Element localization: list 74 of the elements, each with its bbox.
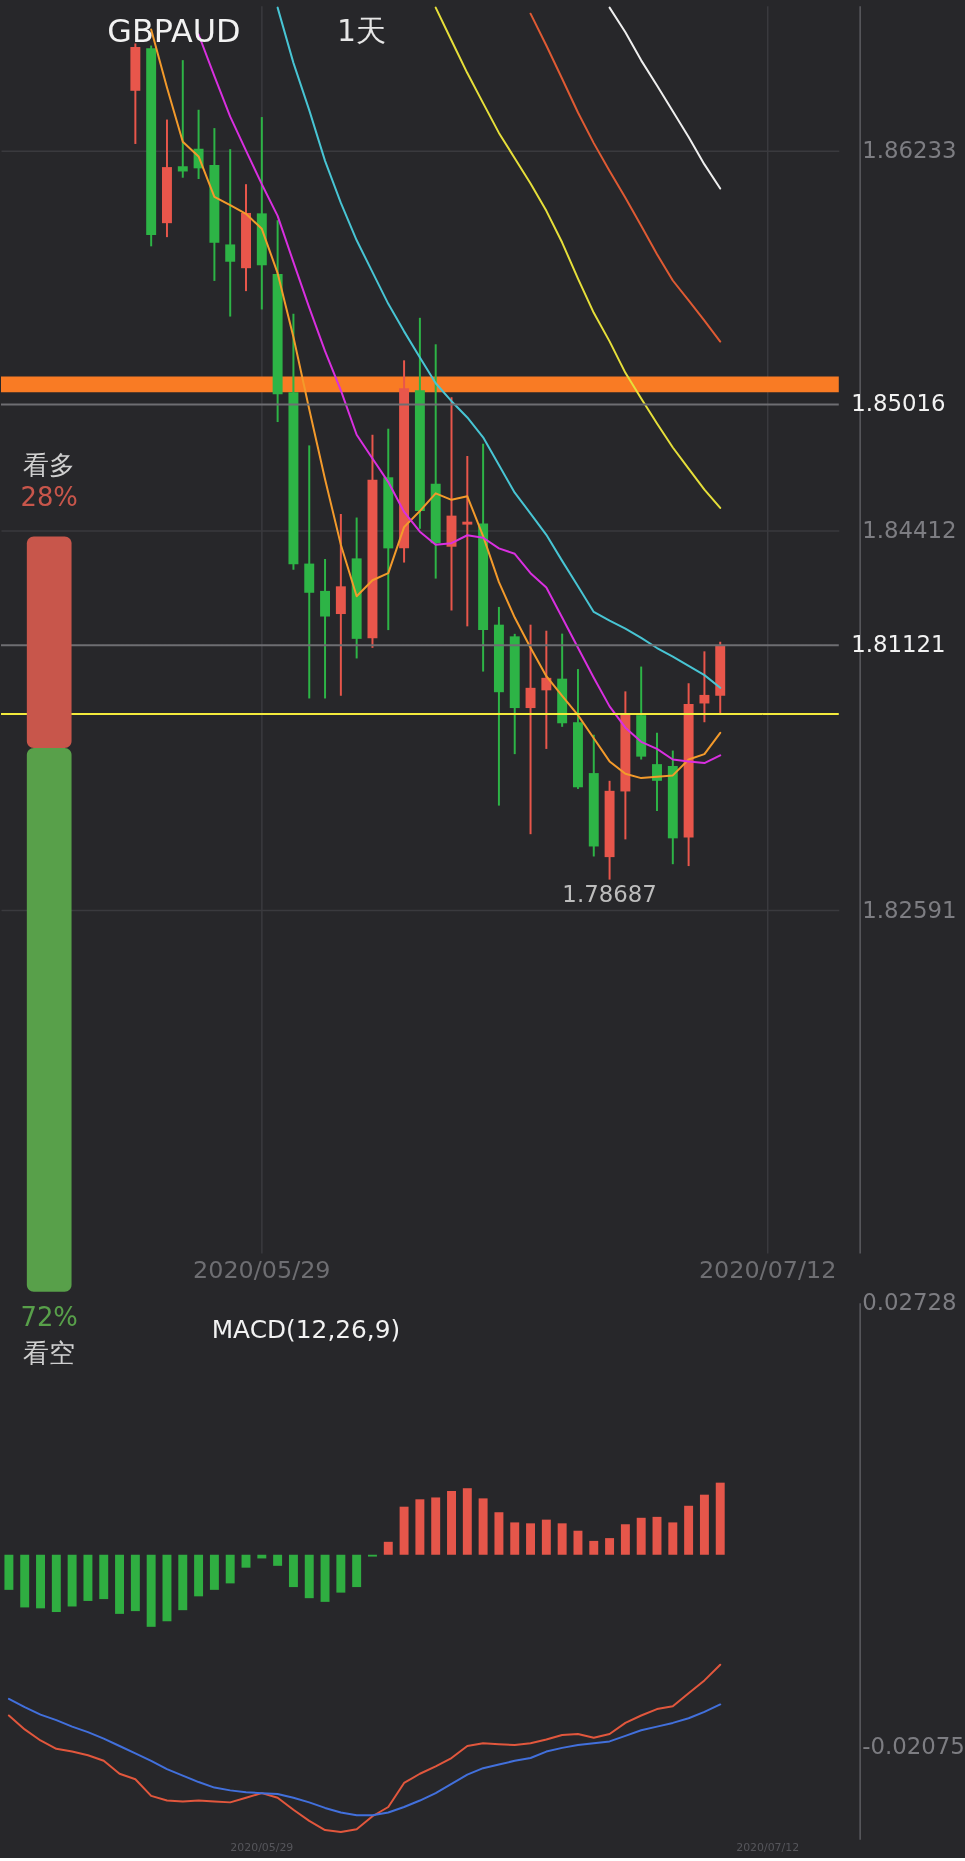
y-tick-label: 0.02728 — [862, 1289, 957, 1316]
bar — [288, 1554, 298, 1588]
ref-line-label: 1.85016 — [851, 390, 946, 417]
series-label: 看空 — [23, 1338, 76, 1369]
chart-subtitle: 1天 — [336, 12, 386, 48]
bar — [83, 1554, 93, 1601]
bar — [415, 1499, 425, 1555]
bar — [146, 1554, 156, 1627]
y-tick-label: 1.86233 — [862, 137, 957, 164]
bar — [36, 1554, 45, 1609]
y-tick-label: 1.82591 — [862, 896, 957, 923]
bar — [241, 1554, 251, 1568]
bar — [668, 1522, 678, 1555]
candlestick — [462, 455, 473, 628]
chart-title: GBPAUD — [107, 11, 241, 49]
bar — [383, 1541, 393, 1555]
line-series — [276, 6, 722, 689]
line-series — [7, 1663, 722, 1833]
bar — [478, 1498, 488, 1555]
candlestick — [699, 650, 710, 724]
bar — [115, 1554, 125, 1614]
bar — [67, 1554, 77, 1607]
bar — [209, 1554, 219, 1590]
bar — [510, 1522, 520, 1555]
bar — [130, 1554, 140, 1612]
bar — [194, 1554, 204, 1597]
bar — [431, 1497, 441, 1555]
line-series — [434, 6, 722, 509]
x-tick-label: 2020/07/12 — [698, 1256, 837, 1285]
bar — [620, 1524, 630, 1555]
bar — [636, 1517, 646, 1555]
annotation: 1.78687 — [562, 881, 657, 908]
bar — [699, 1494, 709, 1555]
line-series — [608, 6, 722, 190]
bar — [162, 1554, 172, 1622]
bar — [20, 1554, 30, 1608]
candlestick — [304, 444, 315, 700]
bar — [178, 1554, 188, 1611]
data-label: 72% — [20, 1301, 78, 1332]
data-label: 28% — [20, 481, 78, 512]
bar — [352, 1554, 362, 1588]
candlestick — [525, 623, 536, 836]
bar — [51, 1554, 61, 1613]
candlestick — [652, 731, 662, 813]
y-tick-label: 1.84412 — [862, 516, 957, 543]
bar — [573, 1530, 583, 1555]
bar — [304, 1554, 314, 1599]
bar — [684, 1505, 694, 1555]
bar — [589, 1540, 599, 1555]
y-tick-label: -0.02075 — [862, 1732, 965, 1759]
bar — [336, 1554, 346, 1593]
x-tick-label: 2020/05/29 — [193, 1256, 331, 1285]
bar — [605, 1538, 615, 1555]
bar — [715, 1482, 725, 1555]
bar — [4, 1554, 14, 1590]
text: 看多 — [23, 449, 76, 480]
line-series — [7, 1697, 722, 1817]
candlestick — [225, 148, 236, 318]
bar — [273, 1554, 283, 1566]
bar — [320, 1554, 330, 1602]
bar — [399, 1506, 409, 1555]
bar — [462, 1488, 472, 1555]
bar — [557, 1523, 567, 1555]
bar — [99, 1554, 109, 1600]
bar — [526, 1523, 536, 1555]
bar — [652, 1516, 662, 1555]
bar — [494, 1512, 504, 1555]
bar — [447, 1490, 456, 1555]
text: MACD(12,26,9) — [211, 1315, 401, 1345]
bar — [225, 1554, 235, 1584]
candlestick — [177, 59, 188, 179]
line-series — [529, 12, 722, 343]
text: 1.81121 — [851, 631, 946, 658]
bar — [541, 1519, 551, 1555]
